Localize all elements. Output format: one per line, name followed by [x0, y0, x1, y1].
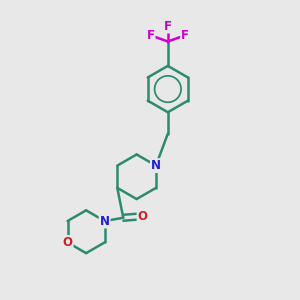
Text: O: O [138, 210, 148, 223]
Text: F: F [147, 29, 154, 42]
Text: N: N [151, 159, 161, 172]
Text: F: F [181, 29, 189, 42]
Text: O: O [63, 236, 73, 249]
Text: N: N [100, 214, 110, 227]
Text: F: F [164, 20, 172, 33]
